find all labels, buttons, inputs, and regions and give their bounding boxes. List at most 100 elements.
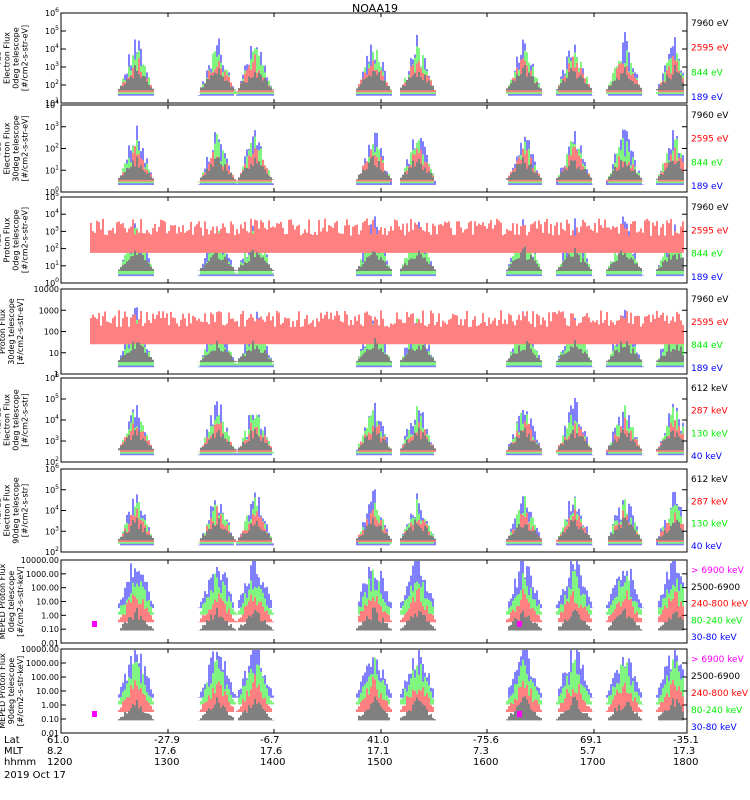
panel-frame-1 bbox=[60, 104, 688, 193]
legend-3-2: 844 eV bbox=[691, 341, 724, 351]
ytick-label: 10000.00 bbox=[21, 556, 59, 565]
trace-marker-6-1 bbox=[517, 621, 522, 627]
ytick-label: 106 bbox=[45, 372, 59, 383]
trace-0-1 bbox=[118, 46, 684, 94]
panel-frame-2 bbox=[60, 196, 688, 284]
legend-0-2: 844 eV bbox=[691, 68, 724, 78]
eph-mlt-value: 17.3 bbox=[673, 746, 696, 757]
trace-1-3 bbox=[118, 155, 684, 180]
eph-hhmm-value: 1700 bbox=[580, 757, 606, 768]
ytick-label: 104 bbox=[45, 208, 59, 219]
legend-6-1: 2500-6900 bbox=[691, 583, 740, 593]
ytick-label: 104 bbox=[45, 414, 59, 425]
legend-1-1: 2595 eV bbox=[691, 135, 729, 145]
legend-0-0: 7960 eV bbox=[691, 19, 729, 29]
panel-ylabel-0: TEDElectron Flux0deg telescope[#/cm2-s-s… bbox=[0, 25, 30, 91]
panel-ylabel-7: MEPED Proton Flux90deg telescope[#/cm2-s… bbox=[0, 653, 25, 729]
legend-4-3: 40 keV bbox=[691, 452, 723, 462]
trace-0-3 bbox=[118, 65, 684, 91]
ytick-label: 1000.00 bbox=[26, 659, 59, 668]
eph-lat-value: 69.1 bbox=[580, 735, 603, 746]
legend-4-1: 287 keV bbox=[691, 407, 728, 417]
legend-7-1: 2500-6900 bbox=[691, 672, 740, 682]
legend-3-3: 189 eV bbox=[691, 364, 724, 374]
ytick-label: 10.00 bbox=[36, 598, 59, 607]
ytick-label: 105 bbox=[45, 484, 59, 495]
ytick-label: 100.00 bbox=[31, 584, 59, 593]
trace-7-1 bbox=[118, 657, 684, 705]
ytick-label: 103 bbox=[45, 525, 59, 536]
eph-mlt-value: 17.6 bbox=[260, 746, 283, 757]
eph-mlt-value: 5.7 bbox=[580, 746, 596, 757]
panel-frame-5 bbox=[60, 468, 688, 553]
trace-7-3 bbox=[118, 696, 684, 721]
trace-3-2 bbox=[90, 310, 684, 345]
trace-marker-6-0 bbox=[92, 621, 97, 627]
legend-7-2: 240-800 keV bbox=[691, 689, 749, 699]
legend-7-0: > 6900 keV bbox=[691, 655, 745, 665]
chart-title: NOAA19 bbox=[351, 2, 399, 15]
ytick-label: 102 bbox=[45, 143, 59, 154]
ytick-label: 105 bbox=[45, 393, 59, 404]
ytick-label: 103 bbox=[45, 435, 59, 446]
eph-lat-value: 61.0 bbox=[47, 735, 70, 746]
trace-6-2 bbox=[118, 588, 684, 623]
legend-1-0: 7960 eV bbox=[691, 111, 729, 121]
panel-frame-4 bbox=[60, 377, 688, 463]
eph-lat-value: -27.9 bbox=[154, 735, 180, 746]
ytick-label: 104 bbox=[45, 505, 59, 516]
trace-7-2 bbox=[118, 674, 684, 712]
trace-7-0 bbox=[118, 650, 684, 698]
ytick-label: 106 bbox=[45, 7, 59, 18]
eph-hhmm-value: 1400 bbox=[260, 757, 286, 768]
eph-lat-value: -35.1 bbox=[673, 735, 699, 746]
trace-6-3 bbox=[120, 607, 684, 631]
ytick-label: 104 bbox=[45, 99, 59, 110]
legend-5-0: 612 keV bbox=[691, 475, 728, 485]
legend-2-1: 2595 eV bbox=[691, 226, 729, 236]
panel-ylabel-4: MEPEDElectron Flux0deg telescope[#/cm2-s… bbox=[0, 389, 30, 450]
ytick-label: 106 bbox=[45, 463, 59, 474]
panel-ylabel-5: MEPEDElectron Flux90deg telescope[#/cm2-… bbox=[0, 477, 30, 544]
ytick-label: 105 bbox=[45, 191, 59, 202]
legend-0-1: 2595 eV bbox=[691, 44, 729, 54]
panel-ylabel-6: MEPED Proton Flux0deg telescope[#/cm2-s-… bbox=[0, 563, 25, 639]
eph-hhmm-value: 1200 bbox=[47, 757, 73, 768]
legend-4-2: 130 keV bbox=[691, 429, 728, 439]
ytick-label: 100 bbox=[44, 328, 59, 337]
panel-ylabel-2: TEDProton Flux0deg telescope[#/cm2-s-str… bbox=[0, 207, 30, 273]
ytick-label: 103 bbox=[45, 61, 59, 72]
legend-0-3: 189 eV bbox=[691, 93, 724, 103]
ytick-label: 104 bbox=[45, 43, 59, 54]
legend-6-2: 240-800 keV bbox=[691, 600, 749, 610]
eph-lat-value: -6.7 bbox=[260, 735, 280, 746]
eph-lat-value: 41.0 bbox=[367, 735, 390, 746]
ytick-label: 1 bbox=[54, 370, 59, 379]
legend-6-3: 80-240 keV bbox=[691, 616, 743, 626]
ytick-label: 102 bbox=[45, 546, 59, 557]
ytick-label: 1.00 bbox=[41, 701, 59, 710]
legend-6-4: 30-80 keV bbox=[691, 633, 737, 643]
trace-marker-7-0 bbox=[92, 711, 97, 717]
eph-label-hhmm: hhmm bbox=[4, 757, 37, 768]
ytick-label: 100.00 bbox=[31, 673, 59, 682]
ytick-label: 10.00 bbox=[36, 687, 59, 696]
legend-1-3: 189 eV bbox=[691, 182, 724, 192]
ytick-label: 103 bbox=[45, 225, 59, 236]
trace-6-0 bbox=[118, 561, 684, 609]
ytick-label: 101 bbox=[45, 260, 59, 271]
ytick-label: 0.01 bbox=[41, 639, 59, 648]
ytick-label: 1000.00 bbox=[26, 570, 59, 579]
ytick-label: 102 bbox=[45, 243, 59, 254]
legend-5-1: 287 keV bbox=[691, 497, 728, 507]
trace-marker-7-1 bbox=[517, 711, 522, 717]
ytick-label: 100 bbox=[45, 186, 59, 197]
legend-3-0: 7960 eV bbox=[691, 295, 729, 305]
ytick-label: 103 bbox=[45, 121, 59, 132]
legend-2-3: 189 eV bbox=[691, 273, 724, 283]
trace-3-3 bbox=[118, 338, 684, 363]
eph-hhmm-value: 1500 bbox=[367, 757, 393, 768]
ytick-label: 10 bbox=[49, 349, 59, 358]
ytick-label: 0.01 bbox=[41, 729, 59, 738]
eph-hhmm-value: 1800 bbox=[673, 757, 699, 768]
